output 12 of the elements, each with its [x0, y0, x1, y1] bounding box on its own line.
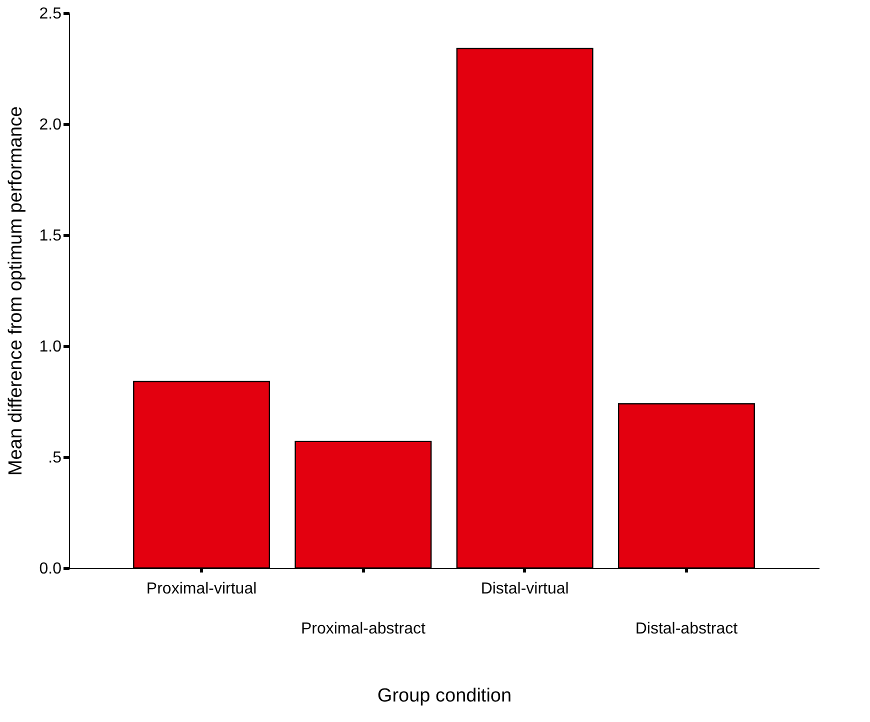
y-tick-label: .5 [48, 450, 62, 466]
y-tick-label: 2.5 [39, 6, 62, 22]
y-tick-label: 1.0 [39, 338, 62, 356]
y-tick-label: 1.5 [39, 228, 62, 244]
x-tick-label: Distal-abstract [635, 620, 738, 638]
y-tick-label: 0.0 [39, 560, 62, 578]
y-tick-label: 2.0 [39, 116, 62, 134]
x-tick-label: Proximal-virtual [146, 580, 257, 598]
y-axis-title: Mean difference from optimum performance [5, 106, 26, 476]
x-axis-title: Group condition [377, 686, 512, 706]
x-tick-label: Proximal-abstract [300, 620, 426, 638]
x-tick-label: Distal-virtual [480, 580, 569, 598]
